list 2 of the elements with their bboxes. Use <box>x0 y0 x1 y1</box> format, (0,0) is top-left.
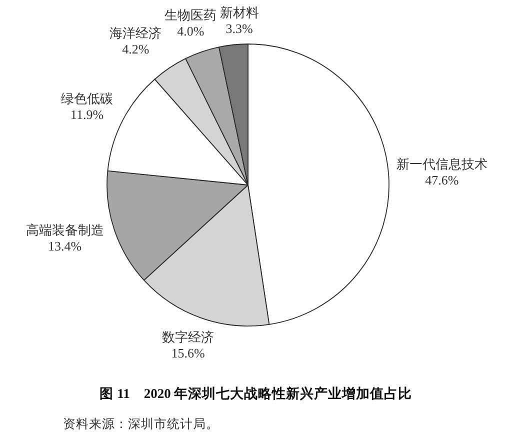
annotation: 资料来源：深圳市统计局。 <box>63 417 219 431</box>
title: 图 11 2020 年深圳七大战略性新兴产业增加值占比 <box>100 386 412 401</box>
